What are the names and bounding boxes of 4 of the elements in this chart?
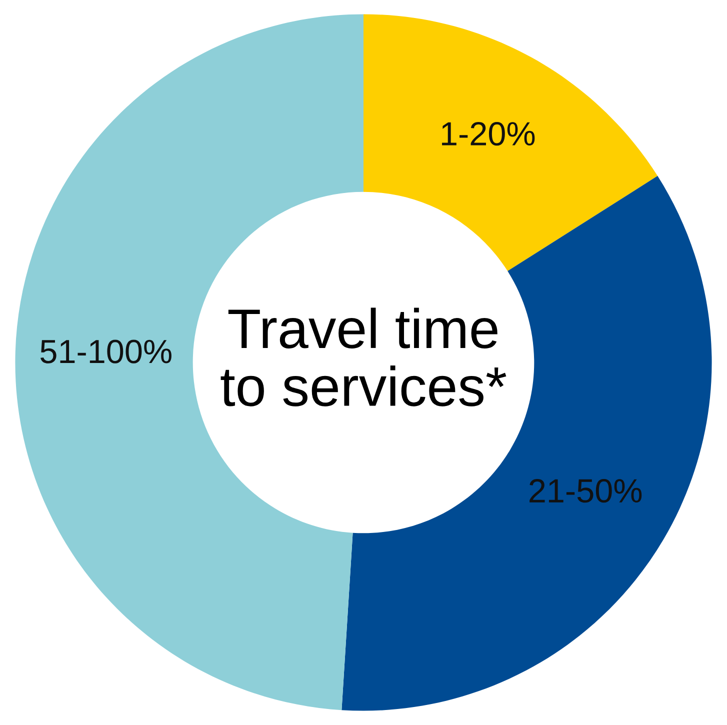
slice-label: 1-20% [442, 122, 535, 146]
text: Travel time to services* [220, 308, 506, 406]
slice-label: 21-50% [530, 479, 642, 503]
slice-label: 51-100% [40, 340, 172, 364]
